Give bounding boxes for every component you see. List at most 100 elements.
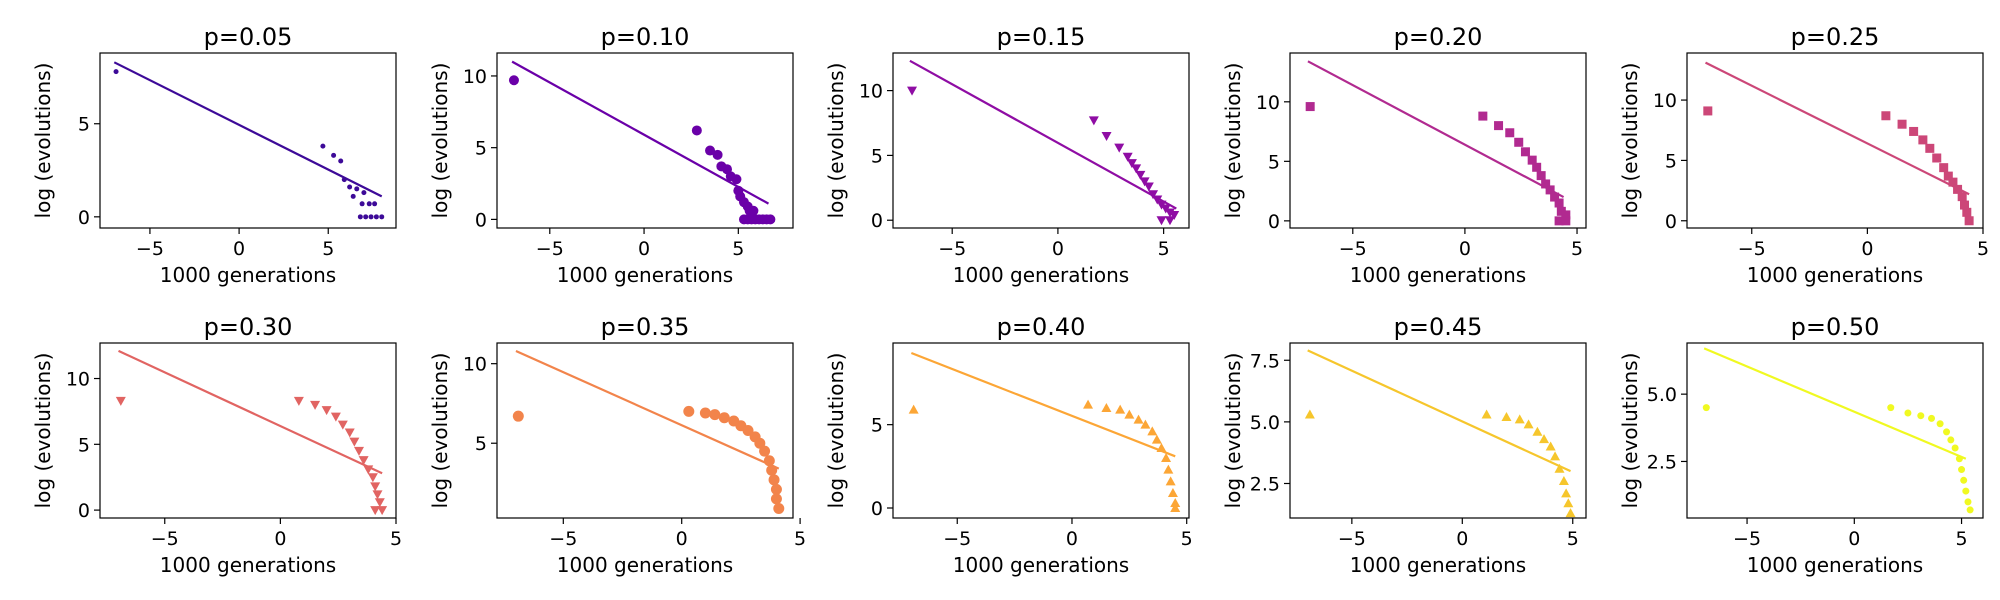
data-point [367,473,378,483]
data-point [1943,171,1953,181]
y-tick-label: 10 [1653,90,1677,112]
y-tick-label: 0 [78,500,90,522]
data-point [1962,207,1972,217]
x-axis-label: 1000 generations [557,553,733,577]
x-tick-label: −5 [1339,238,1367,260]
data-point [1165,476,1176,486]
subplot-title: p=0.50 [1791,313,1880,341]
data-point [718,412,730,424]
data-point [1904,409,1912,417]
data-point [113,69,119,75]
data-point [1563,498,1574,508]
data-point [712,149,723,160]
data-point [368,214,374,220]
y-tick-label: 5.0 [1250,412,1280,434]
data-point [1115,404,1126,414]
x-axis-label: 1000 generations [160,263,336,287]
x-axis-label: 1000 generations [1747,263,1923,287]
data-point [766,464,778,476]
y-axis-label: log (evolutions) [824,63,848,219]
subplot-title: p=0.35 [601,313,690,341]
data-point [1881,111,1891,121]
data-point [1170,503,1181,512]
data-point [1481,409,1492,419]
data-point [1554,463,1565,473]
data-point [765,214,776,225]
data-point [1960,476,1968,484]
data-point [379,214,385,220]
data-point [1514,137,1524,147]
data-point [508,75,519,86]
y-tick-label: 5 [871,145,883,167]
plot-frame [1686,342,1984,519]
data-point [1527,155,1537,165]
x-tick-label: 5 [1977,238,1989,260]
x-tick-label: 0 [676,528,688,550]
subplot-7: p=0.35 −5 0 5 5 10 1000 generations log (evolut… [428,313,806,577]
data-point [1541,179,1551,189]
data-point [1152,195,1163,205]
data-point [1909,126,1919,136]
data-point [1918,135,1928,145]
data-point [1101,403,1112,412]
plot-frame [1289,342,1587,519]
subplot-title: p=0.05 [204,23,293,51]
data-point [354,446,364,456]
data-point [759,445,771,457]
data-point [1957,192,1967,202]
x-tick-label: 0 [233,238,245,260]
data-point [709,409,721,421]
x-axis-label: 1000 generations [953,263,1129,287]
data-point [354,186,360,192]
data-point [1505,128,1515,138]
plot-frame [1686,52,1984,229]
data-point [763,455,775,467]
data-point [1947,436,1955,444]
data-point [1962,487,1970,495]
data-point [1164,208,1175,218]
data-point [1536,171,1546,181]
data-point [1928,414,1936,422]
data-point [1143,182,1154,192]
data-point [330,412,341,422]
y-tick-label: 0 [475,209,487,231]
x-tick-label: 5 [390,528,402,550]
x-axis-label: 1000 generations [160,553,336,577]
data-point [773,502,785,514]
plot-frame [496,342,794,519]
data-point [115,396,126,406]
y-tick-label: 2.5 [1250,473,1280,495]
y-tick-label: 10 [463,354,487,376]
y-axis-label: log (evolutions) [428,353,452,509]
data-point [1163,464,1174,474]
fit-line [910,351,1176,458]
data-point [908,404,919,414]
data-point [1545,441,1556,451]
y-tick-label: 0 [871,498,883,520]
data-point [1170,498,1181,507]
data-point [1133,414,1144,424]
subplot-2: p=0.10 −5 0 5 0 5 10 1000 generations log (evolu… [428,23,794,287]
y-axis-label: log (evolutions) [1618,353,1642,509]
fit-line [113,61,383,198]
data-point [361,190,367,196]
x-tick-label: 0 [1456,528,1468,550]
plot-frame [99,342,397,519]
data-point [705,145,716,156]
data-point [1088,116,1099,126]
x-tick-label: 0 [1459,238,1471,260]
data-point [337,420,348,430]
data-point [907,86,918,96]
y-tick-label: 5 [475,433,487,455]
subplot-8: p=0.40 −5 0 5 0 5 1000 generations log (evoluti… [824,313,1193,577]
data-point [731,174,742,185]
y-tick-label: 2.5 [1647,451,1677,473]
data-point [1917,412,1925,420]
data-point [1140,419,1151,429]
data-point [1925,143,1935,153]
x-tick-label: −5 [1738,238,1766,260]
data-point [344,428,355,438]
data-point [768,474,780,486]
data-point [1561,488,1572,498]
